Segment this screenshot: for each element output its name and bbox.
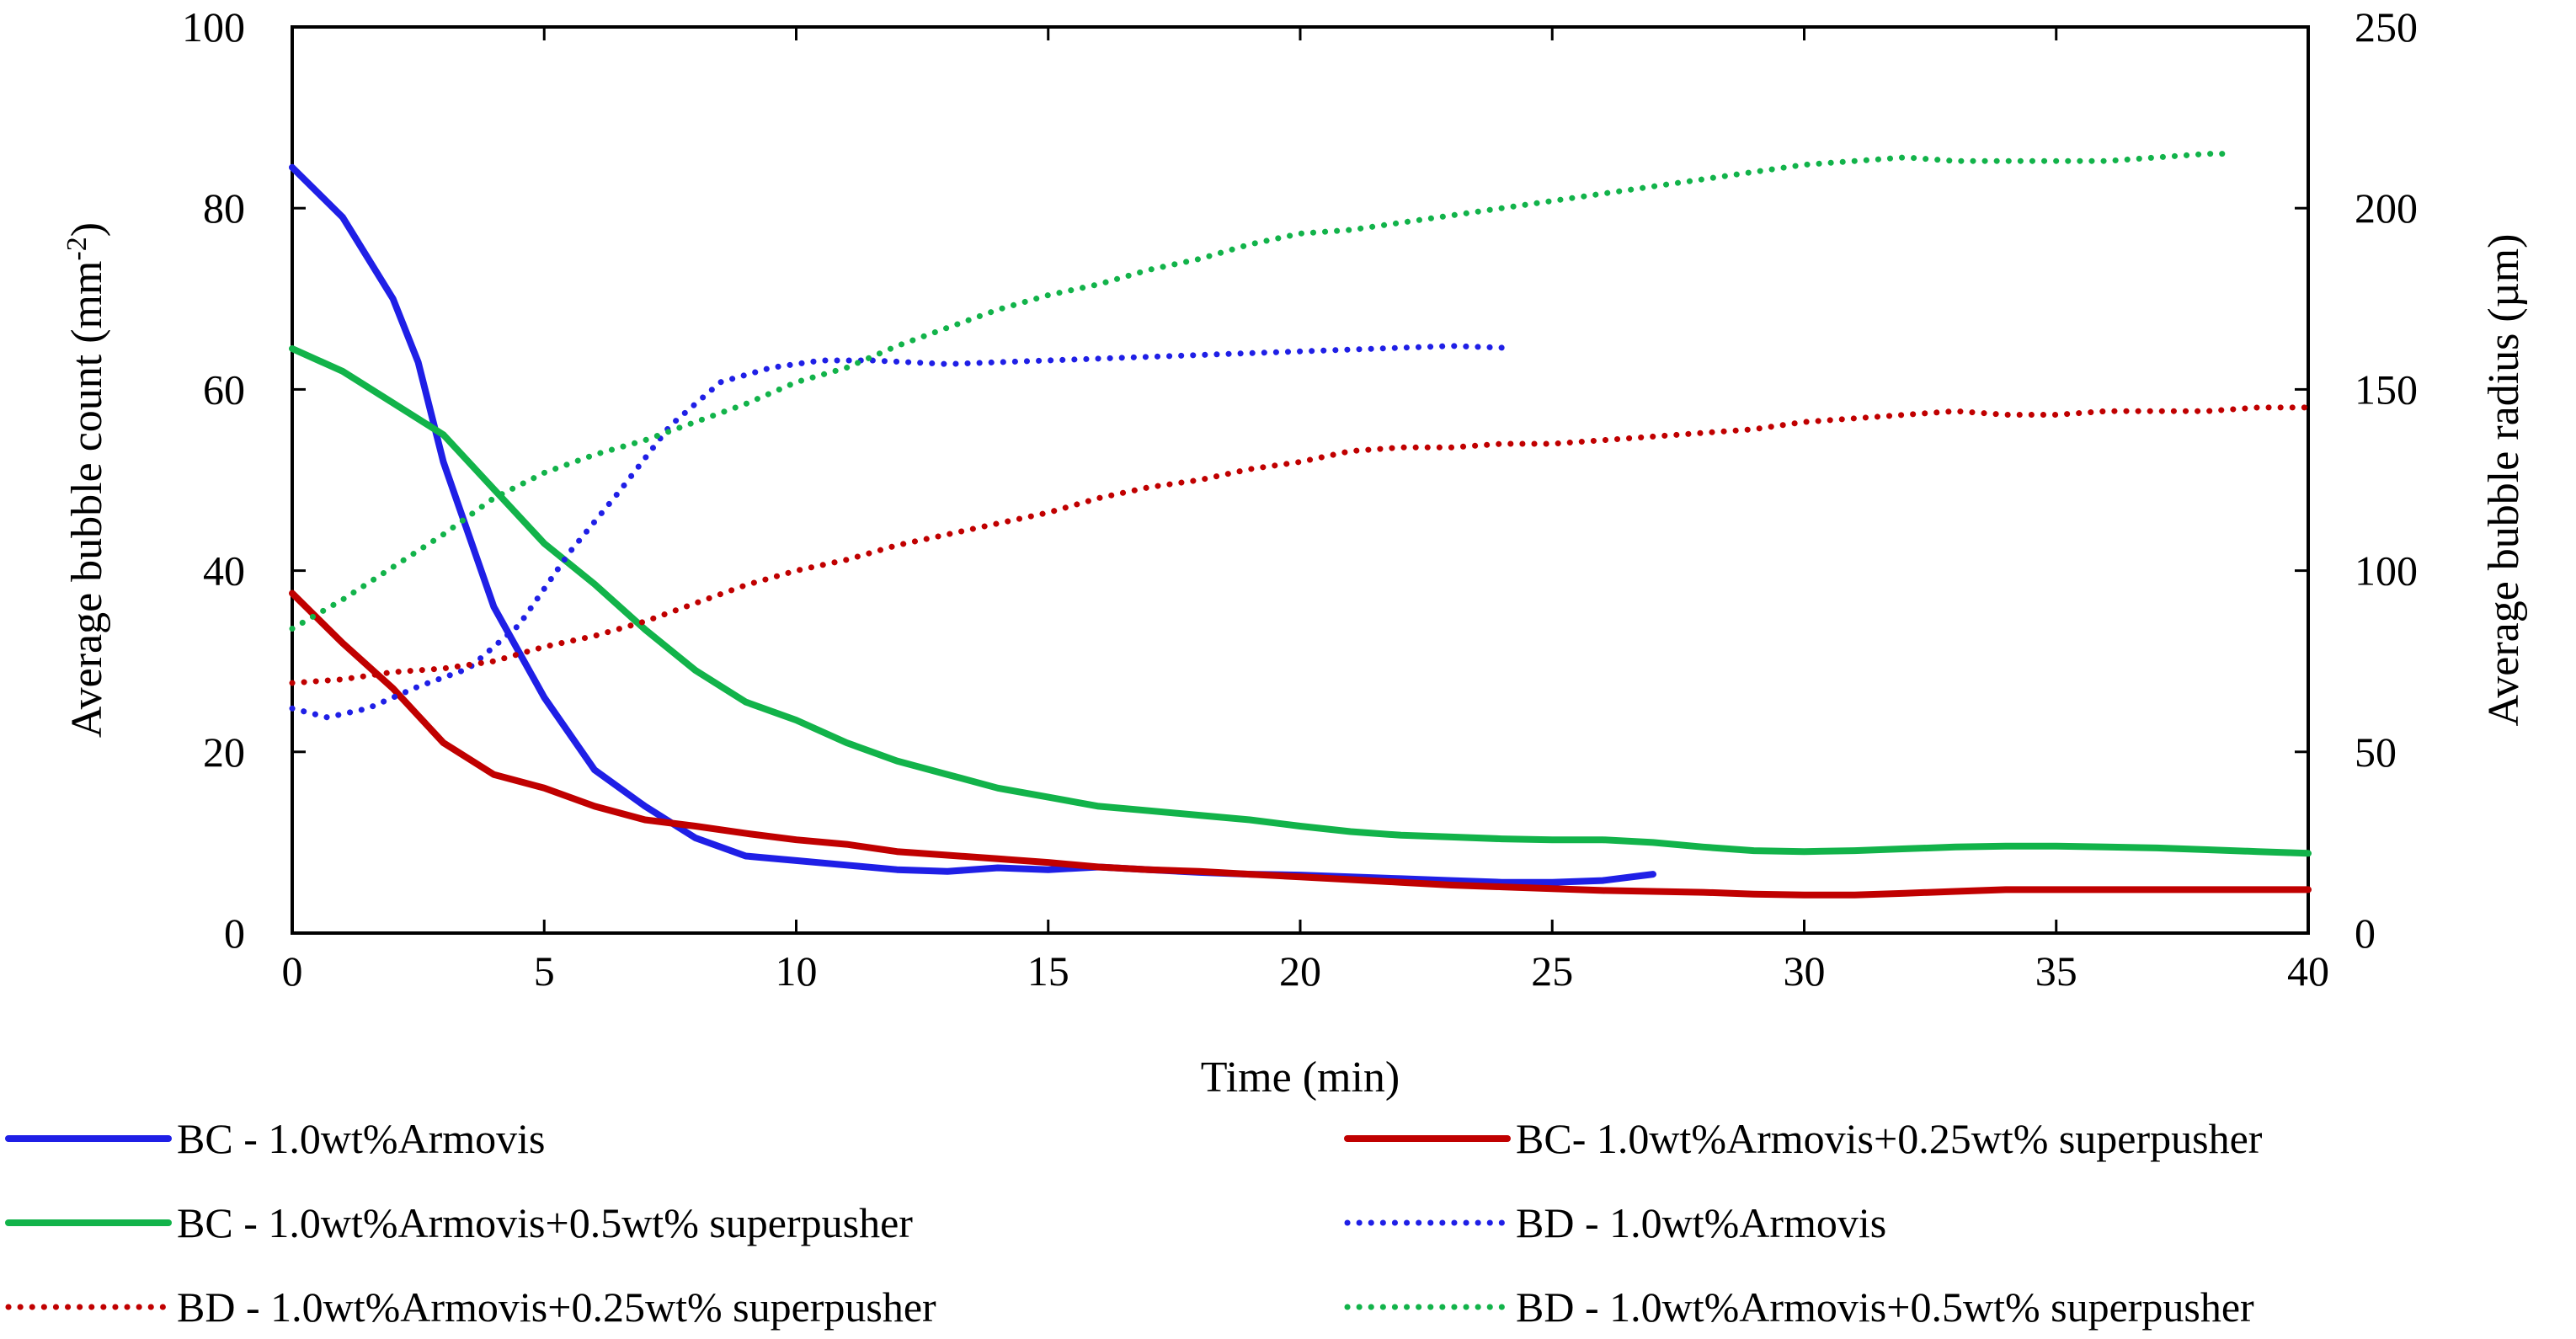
x-tick-label: 20 <box>1279 947 1321 995</box>
legend-label-2: BC- 1.0wt%Armovis+0.25wt% superpusher <box>1516 1115 2263 1162</box>
legend: BC - 1.0wt%Armovis BC- 1.0wt%Armovis+0.25… <box>5 1115 2263 1331</box>
x-tick-label: 5 <box>534 947 555 995</box>
legend-label-4: BD - 1.0wt%Armovis <box>1516 1199 1886 1246</box>
x-tick-label: 40 <box>2287 947 2329 995</box>
series-line-2 <box>289 589 2312 899</box>
x-tick-label: 30 <box>1784 947 1826 995</box>
series-layer <box>289 151 2312 899</box>
y-right-tick-label: 100 <box>2355 547 2418 595</box>
x-tick-label: 15 <box>1027 947 1069 995</box>
series-line-5 <box>289 404 2312 686</box>
x-tick-label: 10 <box>776 947 818 995</box>
series-line-1 <box>289 163 1656 886</box>
x-tick-label: 0 <box>282 947 303 995</box>
y-left-axis-title: Average bubble count (mm-2) <box>61 222 112 738</box>
y-right-tick-label: 250 <box>2355 3 2418 51</box>
x-tick-label: 25 <box>1531 947 1573 995</box>
y-right-tick-label: 0 <box>2355 910 2376 957</box>
series-line-4 <box>289 343 1505 721</box>
plot-area <box>291 25 2310 935</box>
y-right-axis-title: Average bubble radius (µm) <box>2480 234 2528 727</box>
legend-label-6: BD - 1.0wt%Armovis+0.5wt% superpusher <box>1516 1283 2254 1331</box>
x-axis-title: Time (min) <box>1201 1054 1400 1102</box>
y-left-tick-label: 20 <box>203 728 245 776</box>
x-ticks: 0 5 10 15 20 25 30 35 40 <box>282 27 2329 995</box>
y-left-tick-label: 60 <box>203 365 245 413</box>
series-line-3 <box>289 345 2312 857</box>
series-line-6 <box>289 151 2236 632</box>
y-left-tick-label: 80 <box>203 184 245 232</box>
legend-label-1: BC - 1.0wt%Armovis <box>177 1115 546 1162</box>
y-right-tick-label: 50 <box>2355 728 2397 776</box>
y-left-tick-label: 0 <box>224 910 245 957</box>
y-right-ticks: 0 50 100 150 200 250 <box>2295 3 2418 957</box>
legend-label-3: BC - 1.0wt%Armovis+0.5wt% superpusher <box>177 1199 913 1246</box>
y-left-tick-label: 100 <box>182 3 245 51</box>
y-left-tick-label: 40 <box>203 547 245 595</box>
legend-label-5: BD - 1.0wt%Armovis+0.25wt% superpusher <box>177 1283 936 1331</box>
y-left-ticks: 0 20 40 60 80 100 <box>182 3 306 957</box>
y-right-tick-label: 200 <box>2355 184 2418 232</box>
x-tick-label: 35 <box>2035 947 2077 995</box>
y-right-tick-label: 150 <box>2355 365 2418 413</box>
